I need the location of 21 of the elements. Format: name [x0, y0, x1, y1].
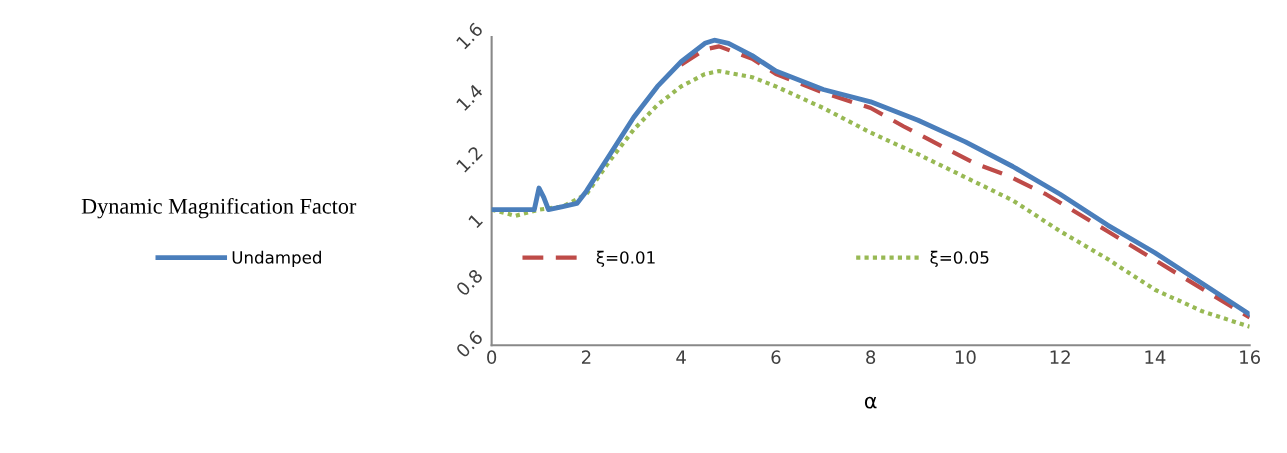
y-tick-label: 1.6	[455, 21, 484, 50]
y-tick-label: 0.6	[455, 329, 484, 359]
line-series	[679, 44, 1250, 320]
legend-label: ξ=0.01	[596, 250, 655, 268]
y-tick-label: 1.2	[455, 145, 483, 173]
x-tick-label: 14	[1145, 350, 1166, 364]
x-tick-label: 0	[487, 350, 497, 365]
y-tick-label: 1.4	[455, 83, 484, 112]
x-tick-label: 6	[771, 350, 781, 365]
legend-label: Undamped	[232, 250, 321, 267]
y-axis-title: Dynamic Magnification Factor	[81, 197, 357, 219]
x-tick-label: 16	[1240, 350, 1261, 365]
y-tick-label: 0.8	[455, 268, 484, 297]
x-tick-label: 10	[955, 350, 976, 365]
x-tick-label: 8	[866, 350, 876, 365]
x-tick-label: 2	[581, 350, 591, 364]
x-axis-title: α	[864, 396, 877, 409]
y-tick-label: 1	[468, 213, 483, 229]
legend-label: ξ=0.05	[930, 250, 989, 268]
x-tick-label: 12	[1050, 350, 1070, 364]
x-tick-label: 4	[676, 350, 686, 364]
